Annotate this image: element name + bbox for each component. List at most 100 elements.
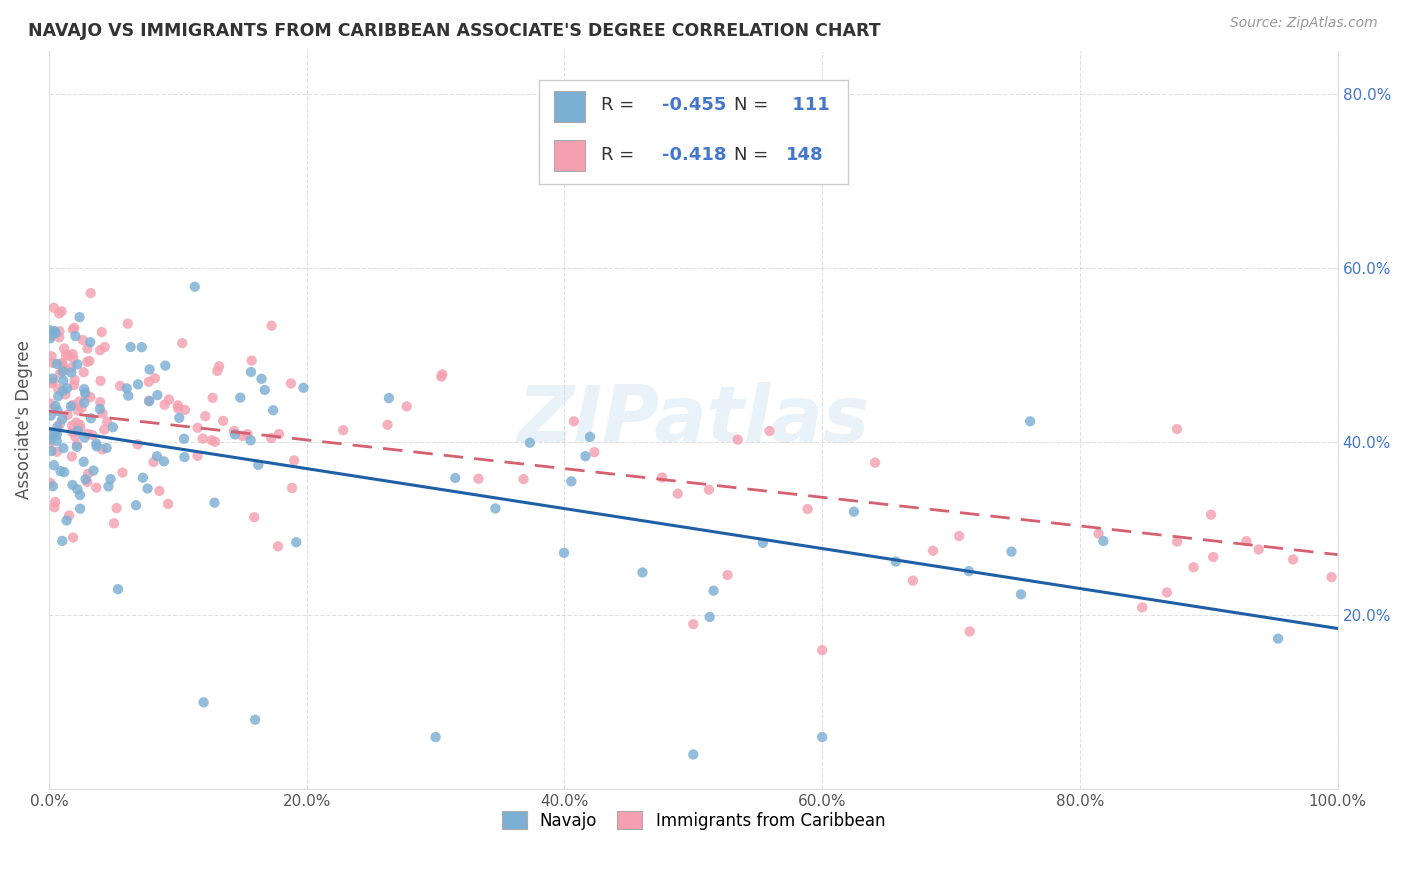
Point xyxy=(191,432,214,446)
Point xyxy=(553,546,575,560)
Point xyxy=(89,343,111,358)
Text: Source: ZipAtlas.com: Source: ZipAtlas.com xyxy=(1230,16,1378,30)
Point xyxy=(93,423,115,437)
Point xyxy=(55,387,77,401)
Point xyxy=(1092,534,1115,549)
Point xyxy=(91,407,114,421)
Point xyxy=(703,583,725,598)
Point xyxy=(1166,422,1188,436)
Point xyxy=(55,348,77,362)
Point xyxy=(666,486,689,500)
Point xyxy=(90,374,112,388)
Point xyxy=(66,438,89,452)
Point xyxy=(41,371,63,385)
Point xyxy=(574,449,596,463)
Point xyxy=(1182,560,1205,574)
Point xyxy=(73,365,96,379)
Point xyxy=(260,431,283,445)
Point xyxy=(60,366,83,380)
Point xyxy=(115,381,138,395)
Point xyxy=(267,539,290,553)
Point xyxy=(48,324,70,338)
Point xyxy=(80,286,103,301)
Point xyxy=(146,449,169,463)
Point xyxy=(250,372,273,386)
Point xyxy=(172,336,194,351)
Point xyxy=(224,424,246,438)
Point xyxy=(1166,534,1188,549)
Point xyxy=(107,582,129,597)
Point xyxy=(70,401,93,415)
Point xyxy=(39,402,62,417)
Point xyxy=(73,382,96,396)
Point xyxy=(96,441,118,455)
Point xyxy=(86,439,108,453)
Point xyxy=(52,384,75,398)
Point xyxy=(44,326,66,341)
Point xyxy=(62,478,84,492)
Point xyxy=(560,475,582,489)
Point xyxy=(430,369,453,384)
Point xyxy=(811,730,834,744)
Point xyxy=(45,434,67,448)
Point xyxy=(201,434,224,448)
Point xyxy=(105,501,128,516)
Point xyxy=(682,617,704,632)
Point xyxy=(39,323,62,337)
Point xyxy=(89,401,111,416)
Point xyxy=(186,449,208,463)
Point xyxy=(204,434,226,449)
Point xyxy=(60,418,83,433)
Point xyxy=(631,566,654,580)
Point xyxy=(52,361,75,376)
Point xyxy=(62,351,84,366)
Point xyxy=(62,322,84,336)
Point xyxy=(1202,549,1225,564)
Point xyxy=(52,361,75,376)
Point xyxy=(231,429,253,443)
Point xyxy=(42,375,65,389)
Point xyxy=(41,444,63,458)
Point xyxy=(46,420,69,434)
Point xyxy=(229,391,252,405)
Point xyxy=(52,364,75,378)
Point xyxy=(432,368,454,382)
Point xyxy=(752,536,775,550)
Point xyxy=(80,411,103,425)
Point xyxy=(46,389,69,403)
Point xyxy=(41,376,63,391)
Point xyxy=(444,471,467,485)
Point xyxy=(758,424,780,438)
Point xyxy=(224,427,246,442)
Point xyxy=(41,425,63,439)
Point xyxy=(41,349,63,363)
Point xyxy=(484,501,506,516)
Point xyxy=(66,358,89,372)
Point xyxy=(127,437,149,451)
Point xyxy=(157,392,180,407)
Point xyxy=(44,324,66,338)
Point xyxy=(53,465,76,479)
Point xyxy=(58,508,80,523)
Point xyxy=(69,501,91,516)
Point xyxy=(76,475,98,489)
Point xyxy=(138,393,160,408)
Point xyxy=(77,427,100,442)
Point xyxy=(62,347,84,361)
Point xyxy=(811,643,834,657)
Point xyxy=(167,401,190,416)
Point xyxy=(131,340,153,354)
Point xyxy=(922,543,945,558)
Point xyxy=(51,304,73,318)
Point xyxy=(796,502,818,516)
Point xyxy=(48,306,70,320)
Point xyxy=(44,500,66,515)
Point xyxy=(73,395,96,409)
Point xyxy=(236,427,259,442)
Point xyxy=(65,329,87,343)
Point xyxy=(120,340,142,354)
Point xyxy=(42,458,65,473)
Point xyxy=(425,730,447,744)
Point xyxy=(49,367,72,381)
Point xyxy=(108,379,131,393)
